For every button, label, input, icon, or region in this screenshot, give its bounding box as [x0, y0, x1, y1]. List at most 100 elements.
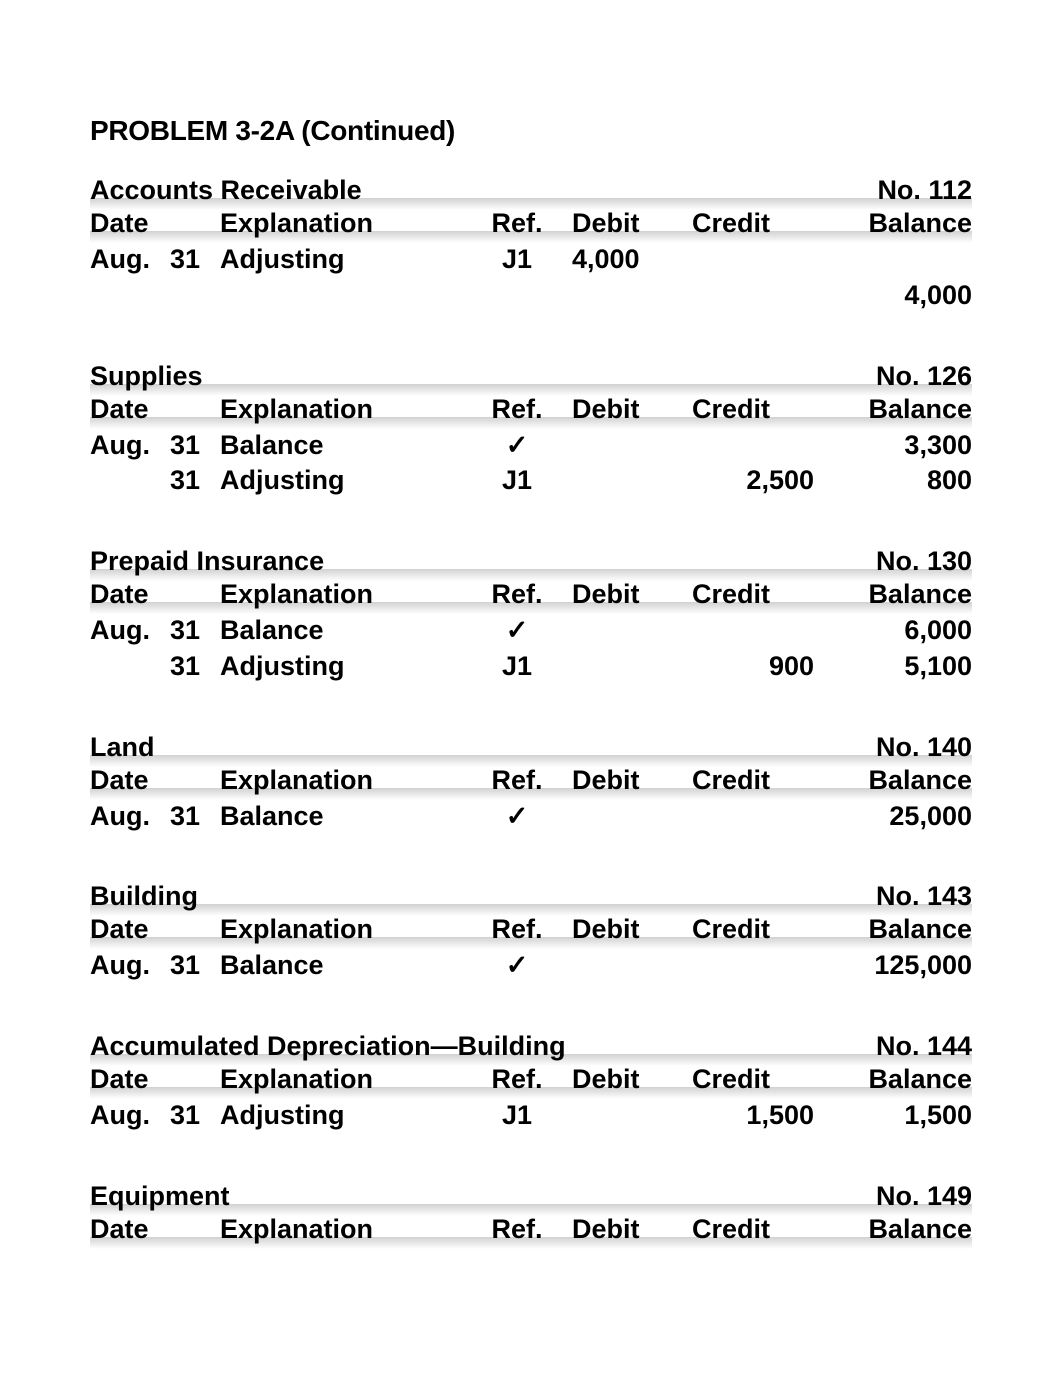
- cell-debit: 4,000: [562, 243, 692, 277]
- col-balance: Balance: [832, 208, 972, 239]
- cell-day: 31: [170, 429, 220, 463]
- cell-explanation: Balance: [220, 429, 472, 463]
- cell-balance: 5,100: [832, 650, 972, 684]
- col-day: [170, 1214, 220, 1245]
- account-header: Prepaid Insurance No. 130: [90, 546, 972, 579]
- cell-ref: ✓: [472, 800, 562, 834]
- ledger-account: Building No. 143 Date Explanation Ref. D…: [90, 881, 972, 983]
- col-date: Date: [90, 914, 170, 945]
- account-number: No. 130: [876, 546, 972, 577]
- cell-debit: [562, 429, 692, 463]
- cell-month: [90, 464, 170, 498]
- account-name: Accounts Receivable: [90, 175, 877, 206]
- col-explanation: Explanation: [220, 914, 472, 945]
- column-header-row: Date Explanation Ref. Debit Credit Balan…: [90, 208, 972, 241]
- col-balance: Balance: [832, 914, 972, 945]
- page: PROBLEM 3-2A (Continued) Accounts Receiv…: [0, 0, 1062, 1247]
- cell-explanation: Adjusting: [220, 243, 472, 277]
- cell-balance: 25,000: [832, 800, 972, 834]
- col-ref: Ref.: [472, 579, 562, 610]
- col-explanation: Explanation: [220, 394, 472, 425]
- ledger-account: Prepaid Insurance No. 130 Date Explanati…: [90, 546, 972, 684]
- column-header-row: Date Explanation Ref. Debit Credit Balan…: [90, 914, 972, 947]
- col-day: [170, 579, 220, 610]
- col-explanation: Explanation: [220, 579, 472, 610]
- cell-explanation: Adjusting: [220, 1099, 472, 1133]
- account-header: Equipment No. 149: [90, 1181, 972, 1214]
- col-balance: Balance: [832, 1214, 972, 1245]
- cell-explanation: Balance: [220, 949, 472, 983]
- cell-credit: [692, 614, 832, 648]
- col-ref: Ref.: [472, 208, 562, 239]
- col-explanation: Explanation: [220, 765, 472, 796]
- col-debit: Debit: [562, 394, 692, 425]
- account-number: No. 140: [876, 732, 972, 763]
- account-number: No. 149: [876, 1181, 972, 1212]
- cell-ref: J1: [472, 464, 562, 498]
- cell-day: 31: [170, 464, 220, 498]
- ledger-account: Accounts Receivable No. 112 Date Explana…: [90, 175, 972, 313]
- col-explanation: Explanation: [220, 208, 472, 239]
- cell-ref: J1: [472, 650, 562, 684]
- col-ref: Ref.: [472, 914, 562, 945]
- col-credit: Credit: [692, 394, 832, 425]
- account-name: Prepaid Insurance: [90, 546, 876, 577]
- cell-day: 31: [170, 614, 220, 648]
- account-header: Accounts Receivable No. 112: [90, 175, 972, 208]
- cell-ref: J1: [472, 243, 562, 277]
- cell-balance: 3,300: [832, 429, 972, 463]
- cell-month: Aug.: [90, 949, 170, 983]
- col-debit: Debit: [562, 1214, 692, 1245]
- account-header: Accumulated Depreciation—Building No. 14…: [90, 1031, 972, 1064]
- col-balance: Balance: [832, 765, 972, 796]
- cell-explanation: Balance: [220, 800, 472, 834]
- ledgers-container: Accounts Receivable No. 112 Date Explana…: [90, 175, 972, 1247]
- column-header-row: Date Explanation Ref. Debit Credit Balan…: [90, 765, 972, 798]
- cell-credit: [692, 800, 832, 834]
- cell-month: Aug.: [90, 243, 170, 277]
- cell-day: 31: [170, 1099, 220, 1133]
- account-name: Supplies: [90, 361, 876, 392]
- cell-balance: 6,000: [832, 614, 972, 648]
- col-ref: Ref.: [472, 1064, 562, 1095]
- ledger-account: Supplies No. 126 Date Explanation Ref. D…: [90, 361, 972, 499]
- col-date: Date: [90, 765, 170, 796]
- cell-debit: [562, 464, 692, 498]
- col-debit: Debit: [562, 208, 692, 239]
- column-header-row: Date Explanation Ref. Debit Credit Balan…: [90, 394, 972, 427]
- col-debit: Debit: [562, 579, 692, 610]
- cell-month: Aug.: [90, 1099, 170, 1133]
- col-day: [170, 1064, 220, 1095]
- col-day: [170, 914, 220, 945]
- col-date: Date: [90, 1214, 170, 1245]
- ledger-row: Aug. 31 Balance ✓ 6,000: [90, 614, 972, 648]
- col-debit: Debit: [562, 914, 692, 945]
- cell-month: Aug.: [90, 614, 170, 648]
- col-date: Date: [90, 1064, 170, 1095]
- col-credit: Credit: [692, 579, 832, 610]
- cell-day: 31: [170, 949, 220, 983]
- cell-debit: [562, 1099, 692, 1133]
- cell-explanation: Adjusting: [220, 464, 472, 498]
- cell-ref: J1: [472, 1099, 562, 1133]
- col-date: Date: [90, 579, 170, 610]
- cell-month: [90, 650, 170, 684]
- cell-credit: [692, 949, 832, 983]
- col-credit: Credit: [692, 914, 832, 945]
- col-ref: Ref.: [472, 765, 562, 796]
- ledger-row: 31 Adjusting J1 2,500 800: [90, 464, 972, 498]
- cell-day: 31: [170, 243, 220, 277]
- col-balance: Balance: [832, 394, 972, 425]
- col-debit: Debit: [562, 765, 692, 796]
- ledger-account: Land No. 140 Date Explanation Ref. Debit…: [90, 732, 972, 834]
- cell-debit: [562, 949, 692, 983]
- account-header: Supplies No. 126: [90, 361, 972, 394]
- col-credit: Credit: [692, 1064, 832, 1095]
- ledger-row: Aug. 31 Adjusting J1 1,500 1,500: [90, 1099, 972, 1133]
- cell-debit: [562, 800, 692, 834]
- cell-debit: [562, 650, 692, 684]
- cell-credit: 900: [692, 650, 832, 684]
- col-credit: Credit: [692, 765, 832, 796]
- account-number: No. 126: [876, 361, 972, 392]
- ledger-account: Equipment No. 149 Date Explanation Ref. …: [90, 1181, 972, 1247]
